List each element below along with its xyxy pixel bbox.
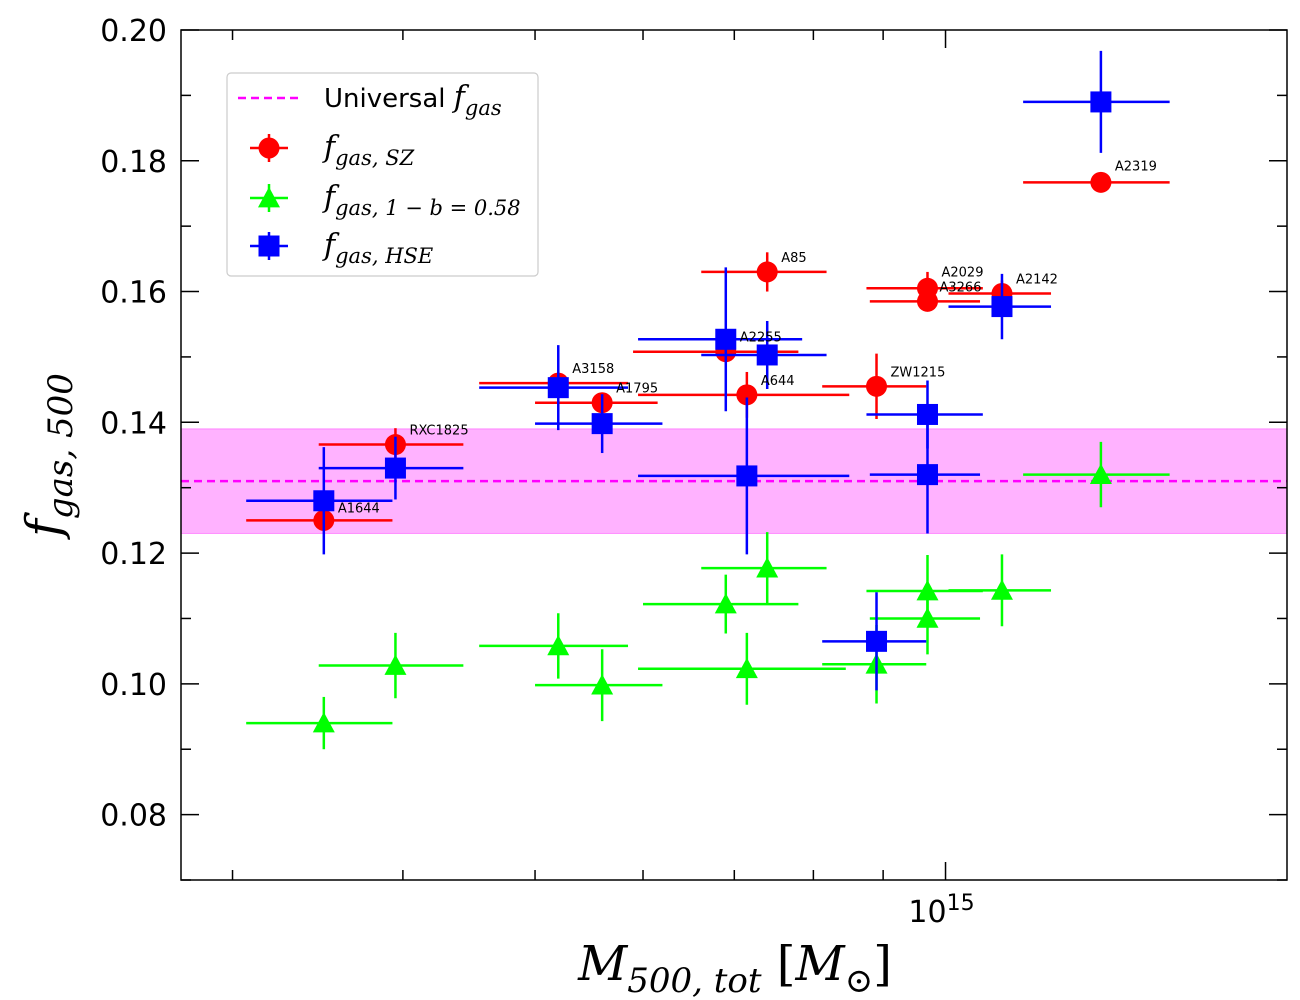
point-hb058 xyxy=(312,712,335,733)
point-label: A2255 xyxy=(740,331,782,346)
point-label: A3158 xyxy=(572,362,614,377)
legend-frame xyxy=(226,72,539,277)
point-hse xyxy=(547,377,569,399)
legend-entry-sz: fgas, SZ xyxy=(250,130,415,170)
point-label: RXC1825 xyxy=(409,424,468,439)
point-label: ZW1215 xyxy=(891,365,946,380)
point-hse xyxy=(591,413,613,435)
point-label: A1795 xyxy=(616,382,658,397)
point-hse xyxy=(736,465,758,487)
point-label: A2142 xyxy=(1016,273,1058,288)
x-tick-label: 1015 xyxy=(908,891,974,930)
y-tick-label: 0.10 xyxy=(100,668,167,703)
point-hse xyxy=(384,457,406,479)
point-hse xyxy=(916,464,938,486)
y-tick-label: 0.18 xyxy=(100,145,167,180)
point-hse xyxy=(756,344,778,366)
legend-swatch-marker xyxy=(258,187,280,208)
y-axis-title-sub: gas, 500 xyxy=(41,373,81,519)
point-label: A2029 xyxy=(941,265,983,280)
point-hb058 xyxy=(990,579,1013,600)
point-hse xyxy=(866,630,888,652)
y-tick-label: 0.14 xyxy=(100,406,167,441)
series-hse xyxy=(246,50,1170,691)
point-hse xyxy=(916,403,938,425)
point-label: A644 xyxy=(761,374,795,389)
legend-swatch-marker xyxy=(258,137,280,159)
point-hb058 xyxy=(714,593,737,614)
legend-entry-hb058: fgas, 1 − b = 0.58 xyxy=(250,180,521,220)
point-hse xyxy=(1090,91,1112,113)
point-sz xyxy=(916,290,938,312)
point-hb058 xyxy=(384,654,407,675)
point-hb058 xyxy=(1089,463,1112,484)
point-hb058 xyxy=(756,557,779,578)
point-hb058 xyxy=(547,634,570,656)
plot-frame xyxy=(180,29,1288,881)
legend-entry-universal: Universal fgas xyxy=(238,80,502,120)
point-hb058 xyxy=(916,607,939,628)
y-axis-title: fgas, 500 xyxy=(16,373,81,540)
y-tick-label: 0.08 xyxy=(100,799,167,834)
y-tick-label: 0.12 xyxy=(100,537,167,572)
point-hse xyxy=(715,328,737,350)
legend-label: fgas, SZ xyxy=(322,130,415,170)
point-label: A1644 xyxy=(338,501,380,516)
x-axis-title: M500, tot [M⊙] xyxy=(577,936,892,1000)
plot-border xyxy=(180,29,1288,881)
point-label: A85 xyxy=(781,251,806,266)
point-hse xyxy=(313,490,335,512)
y-tick-label: 0.16 xyxy=(100,276,167,311)
legend-label: Universal fgas xyxy=(324,80,502,120)
y-tick-label: 0.20 xyxy=(100,14,167,49)
point-label: A2319 xyxy=(1115,159,1157,174)
point-sz xyxy=(1090,171,1112,193)
legend: Universal fgas fgas, SZ fgas, 1 − b = 0.58… xyxy=(226,72,539,277)
legend-label: fgas, 1 − b = 0.58 xyxy=(322,180,521,220)
legend-swatch-marker xyxy=(258,235,280,257)
point-sz xyxy=(736,384,758,406)
point-label: A3266 xyxy=(939,280,981,295)
ticks-layer: 0.08 0.10 0.12 0.14 0.16 0.18 0.20 1015 xyxy=(100,14,1287,930)
point-hb058 xyxy=(591,674,614,695)
point-hb058 xyxy=(735,657,758,679)
point-hse xyxy=(991,296,1013,318)
series-layer xyxy=(246,50,1170,750)
point-sz xyxy=(866,375,888,397)
point-sz xyxy=(756,261,778,283)
